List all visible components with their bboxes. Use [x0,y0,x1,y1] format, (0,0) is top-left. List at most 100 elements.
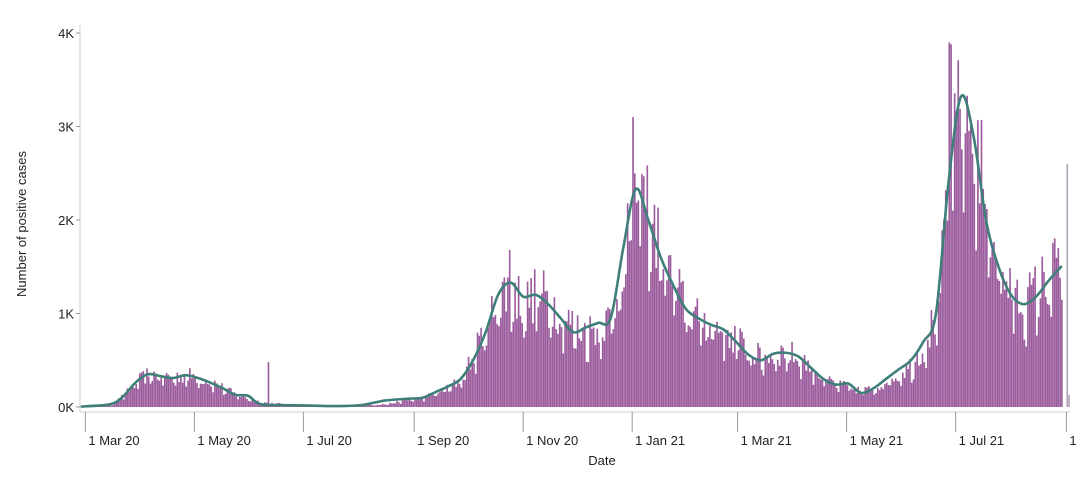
daily-bar [646,165,649,407]
daily-bar [197,388,200,407]
daily-bar [682,280,684,407]
daily-bar [374,405,377,407]
daily-bar [907,368,910,407]
daily-bar [903,378,906,407]
daily-bar [594,345,597,407]
daily-bar [128,391,130,407]
daily-bar [524,331,527,407]
daily-bar [991,245,994,407]
daily-bar [1002,271,1004,407]
daily-bar [844,383,847,407]
daily-bar [898,381,901,407]
daily-bar [864,387,867,407]
daily-bar [975,250,977,407]
daily-bar [803,355,806,407]
daily-bar [807,360,809,407]
daily-bar [544,291,547,407]
daily-bar [360,405,363,407]
daily-bar [562,353,565,407]
daily-bar [192,374,195,407]
daily-bar [684,322,686,407]
daily-bar [673,315,675,407]
daily-bar [247,400,250,407]
daily-bar [146,368,148,407]
daily-bar [637,200,640,407]
daily-bar [566,321,568,407]
daily-bar [843,381,845,407]
daily-bar [1007,297,1010,407]
daily-bar [403,399,406,407]
daily-bar [180,375,182,407]
daily-bar [439,391,441,407]
daily-bar [905,363,908,407]
daily-bar [119,399,121,407]
daily-bar [680,282,683,407]
daily-bar [206,383,209,407]
daily-bar [644,213,647,407]
daily-bar [389,402,391,407]
daily-bar [1023,339,1026,407]
daily-bar [725,334,727,407]
daily-bar [935,345,938,407]
daily-bar [469,369,472,407]
daily-bar [671,285,674,407]
daily-bar [158,380,161,407]
daily-bar [189,368,191,407]
daily-bar [932,320,935,407]
daily-bar [694,306,697,407]
daily-bar [821,379,824,407]
daily-bar [810,369,813,407]
daily-bar [421,396,423,407]
daily-bar [407,400,409,407]
daily-bar [787,362,790,407]
daily-bar [181,382,184,407]
daily-bar [1032,278,1035,407]
daily-bar [376,404,379,407]
daily-bar [641,174,643,407]
daily-bar [709,325,711,407]
daily-bar [816,374,818,407]
daily-bar [619,309,622,407]
daily-bar [460,387,463,407]
daily-bar [233,392,236,407]
daily-bar [560,327,563,407]
daily-bar [465,366,468,407]
daily-bar [1057,247,1060,407]
daily-bar [685,332,688,407]
daily-bar [399,403,402,407]
daily-bar [199,383,202,407]
daily-bar [453,379,456,407]
daily-bar [632,117,634,408]
daily-bar [734,325,736,407]
daily-bar [764,354,767,407]
daily-bar [433,395,436,407]
daily-bar [424,397,427,407]
daily-bar [501,281,504,407]
daily-bar [208,384,211,407]
daily-bar [866,387,868,407]
daily-bar [993,242,995,407]
daily-bar [834,383,836,407]
daily-bar [1044,297,1047,407]
daily-bar [667,255,670,407]
daily-bar [169,376,171,407]
daily-bar [592,327,595,407]
daily-bar [532,323,534,407]
daily-bar [240,396,243,407]
daily-bar [603,340,606,407]
daily-bar [1048,305,1051,407]
daily-bar [884,384,886,407]
daily-bar [830,378,833,407]
daily-bar [921,353,924,407]
daily-bar [948,42,951,407]
daily-bar [557,333,559,407]
daily-bar [571,310,574,407]
daily-bar [977,120,979,408]
daily-bar [850,388,852,407]
daily-bar [669,255,672,407]
daily-bar [687,325,690,407]
daily-bar [894,378,897,407]
daily-bar [775,371,777,407]
daily-bar [215,383,218,407]
daily-bar [855,393,858,407]
